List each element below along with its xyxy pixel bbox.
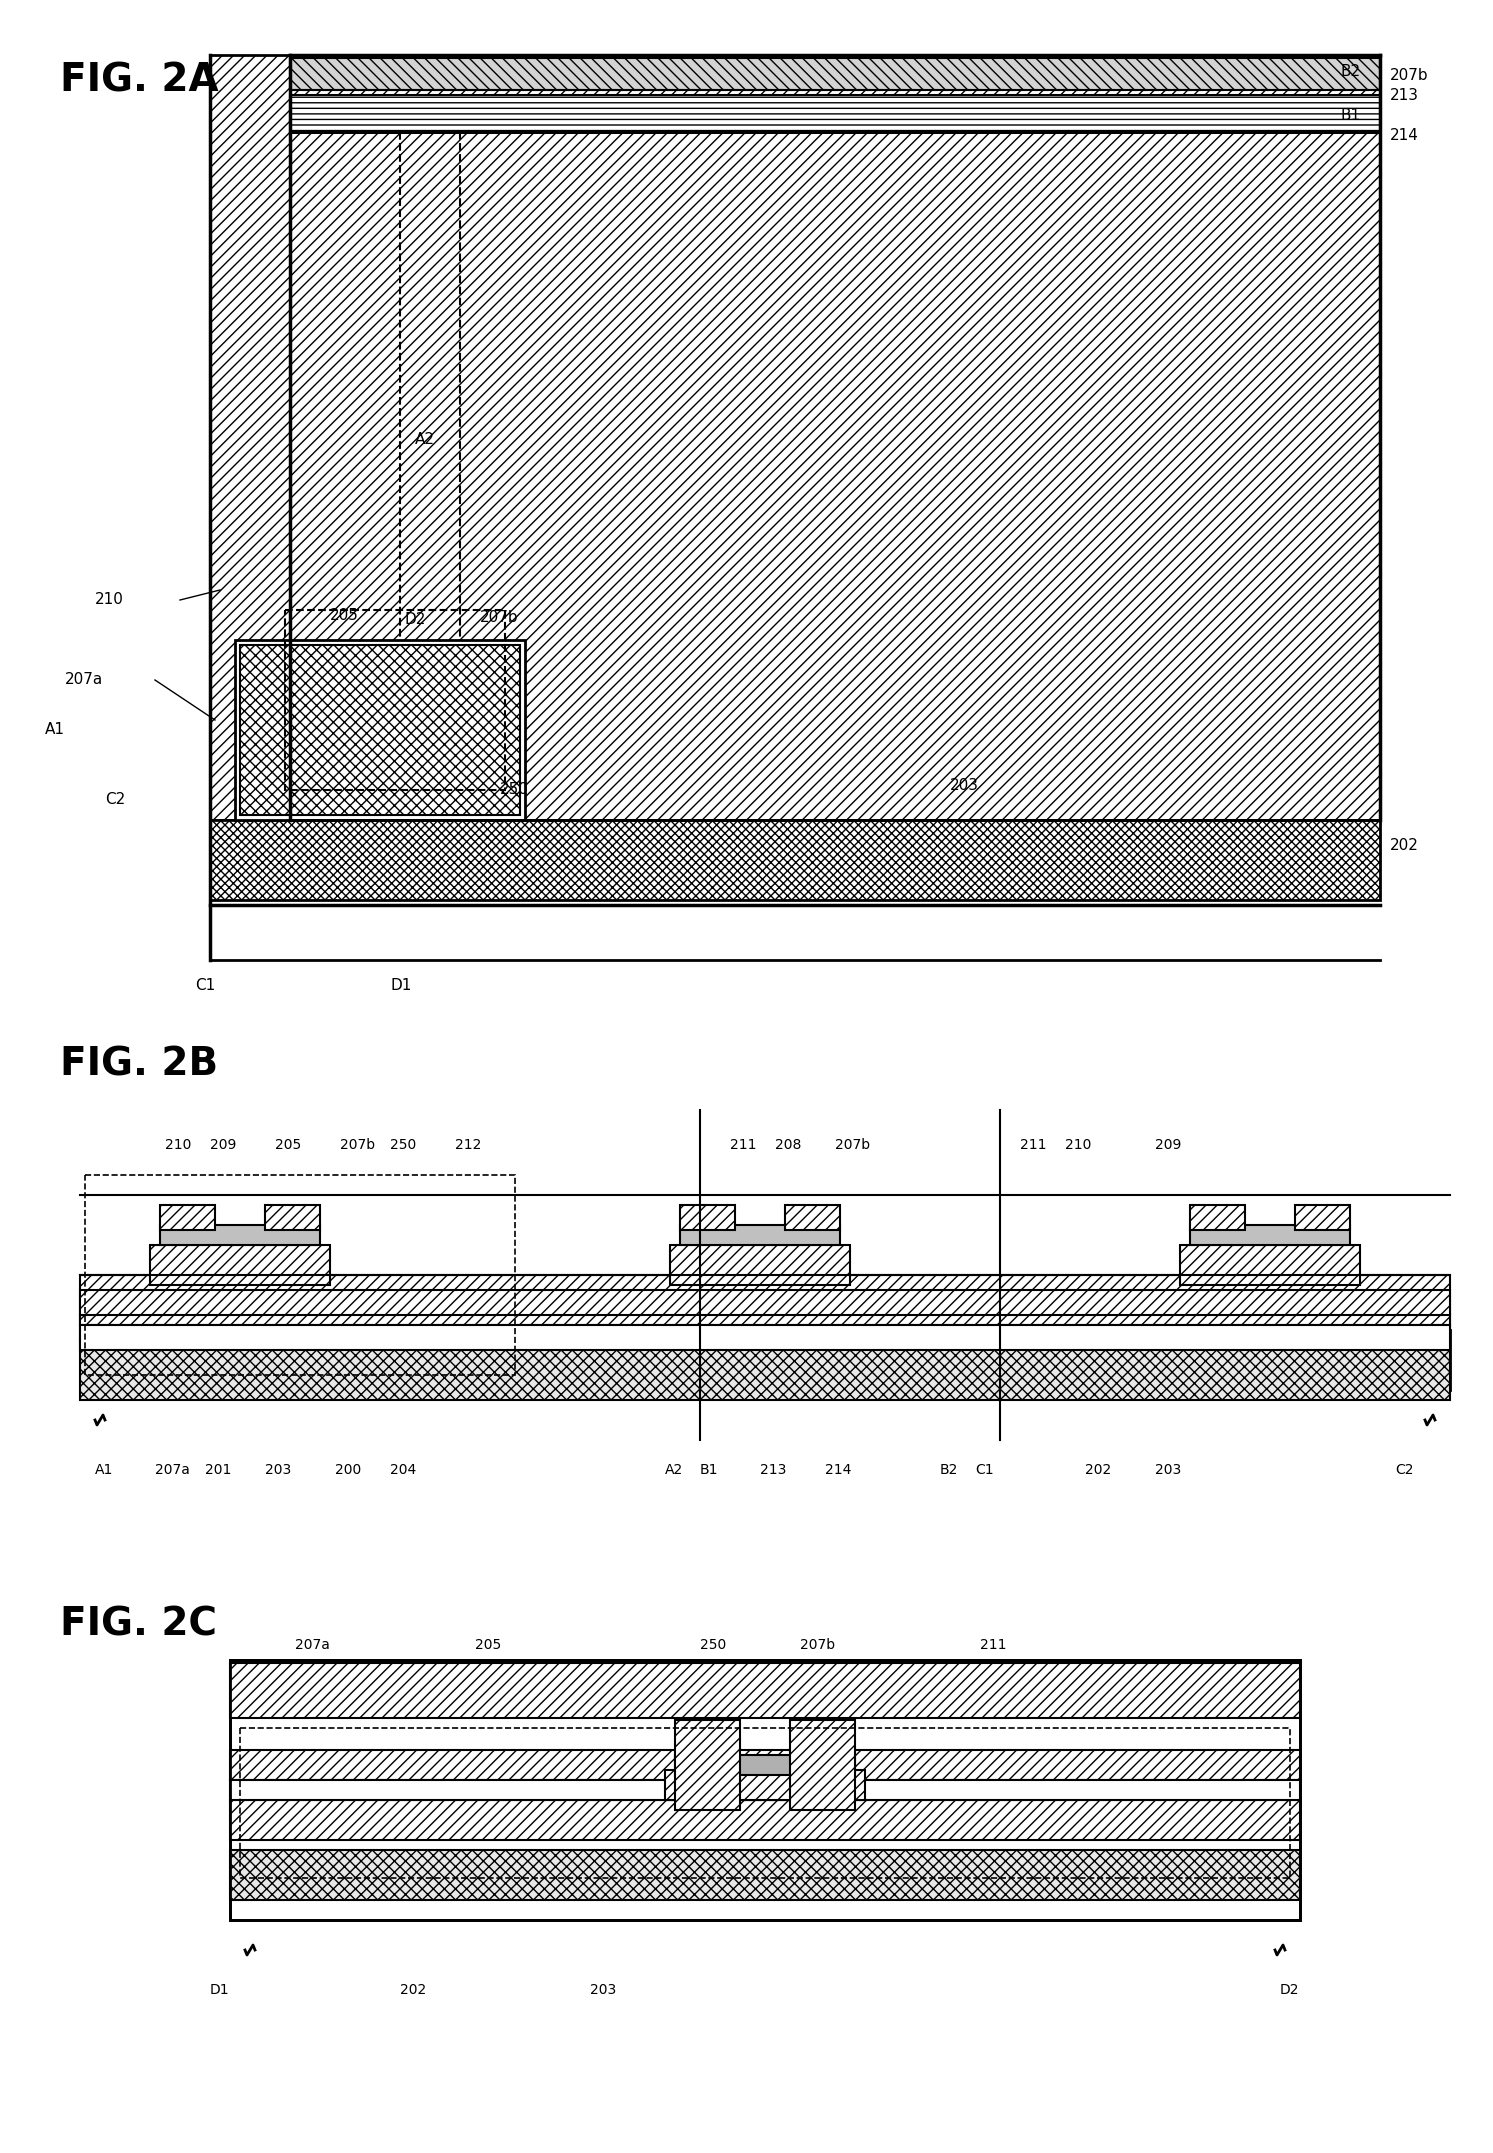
Text: 200: 200 [334,1464,361,1477]
Text: 211: 211 [1020,1139,1047,1152]
Bar [160,1206,215,1229]
Bar [675,1755,855,1774]
Text: 214: 214 [826,1464,851,1477]
Bar [1179,1244,1360,1285]
Text: D2: D2 [1280,1983,1299,1998]
Text: 213: 213 [1390,88,1418,103]
Text: 250: 250 [700,1638,726,1651]
Bar [160,1225,320,1244]
Bar [211,820,1380,900]
Text: 203: 203 [264,1464,291,1477]
Bar [785,1206,841,1229]
Text: 204: 204 [390,1464,417,1477]
Text: 210: 210 [96,592,124,607]
Text: 207a: 207a [155,1464,190,1477]
Text: 210: 210 [166,1139,191,1152]
Text: B2: B2 [1341,65,1360,80]
Bar [679,1225,841,1244]
Bar [149,1244,330,1285]
Bar [290,56,1380,131]
Bar [1294,1206,1350,1229]
Text: 208: 208 [775,1139,802,1152]
Text: 207b: 207b [835,1139,870,1152]
Text: 202: 202 [400,1983,426,1998]
Text: 214: 214 [1390,127,1418,142]
Text: 250: 250 [500,782,529,797]
Text: A1: A1 [96,1464,113,1477]
Text: 207a: 207a [296,1638,330,1651]
Bar [81,1324,1450,1350]
Text: 209: 209 [211,1139,236,1152]
Text: A1: A1 [45,723,66,738]
Bar [234,639,526,820]
Text: 207b: 207b [1390,67,1429,82]
Bar [679,1206,735,1229]
Text: 203: 203 [1156,1464,1181,1477]
Bar [264,1206,320,1229]
Bar [240,646,520,816]
Bar [81,1331,1450,1391]
Text: B2: B2 [941,1464,959,1477]
Text: 203: 203 [950,777,979,792]
Text: B1: B1 [700,1464,718,1477]
Text: 202: 202 [1085,1464,1111,1477]
Bar [670,1244,850,1285]
Text: C2: C2 [1394,1464,1414,1477]
Bar [1190,1206,1245,1229]
Text: 213: 213 [760,1464,787,1477]
Bar [290,131,1380,820]
Bar [211,56,290,820]
Text: D1: D1 [211,1983,230,1998]
Text: 209: 209 [1156,1139,1181,1152]
Text: 211: 211 [730,1139,757,1152]
Bar [1190,1225,1350,1244]
Bar [675,1720,741,1811]
Text: C2: C2 [105,792,125,807]
Text: 201: 201 [205,1464,231,1477]
Bar [230,1849,1300,1899]
Text: 205: 205 [475,1638,502,1651]
Bar [230,1750,1300,1781]
Text: 212: 212 [455,1139,481,1152]
Bar [85,1176,515,1376]
Bar [230,1662,1300,1718]
Bar [81,1339,1450,1399]
Bar [230,1781,1300,1800]
Bar [240,1729,1290,1877]
Bar [81,1290,1450,1315]
Bar [285,609,505,790]
Bar [290,58,1380,90]
Bar [230,1660,1300,1920]
Text: 207a: 207a [66,672,103,687]
Text: 203: 203 [590,1983,617,1998]
Text: C1: C1 [975,1464,994,1477]
Text: D1: D1 [390,977,412,993]
Text: B1: B1 [1341,108,1360,123]
Text: D2: D2 [405,611,427,627]
Bar [230,1800,1300,1841]
Text: 207b: 207b [800,1638,835,1651]
Text: 202: 202 [1390,838,1418,853]
Bar [790,1720,855,1811]
Text: A2: A2 [415,433,434,448]
Text: 205: 205 [330,607,358,622]
Text: C1: C1 [196,977,215,993]
Text: 210: 210 [1065,1139,1091,1152]
Text: 207b: 207b [340,1139,375,1152]
Bar [81,1275,1450,1324]
Text: FIG. 2C: FIG. 2C [60,1604,216,1643]
Text: 250: 250 [390,1139,417,1152]
Text: 205: 205 [275,1139,302,1152]
Bar [81,1315,1450,1339]
Bar [290,95,1380,131]
Text: FIG. 2B: FIG. 2B [60,1044,218,1083]
Text: 207b: 207b [481,609,518,624]
Bar [664,1770,864,1800]
Text: 211: 211 [979,1638,1006,1651]
Text: FIG. 2A: FIG. 2A [60,62,218,99]
Text: A2: A2 [664,1464,684,1477]
